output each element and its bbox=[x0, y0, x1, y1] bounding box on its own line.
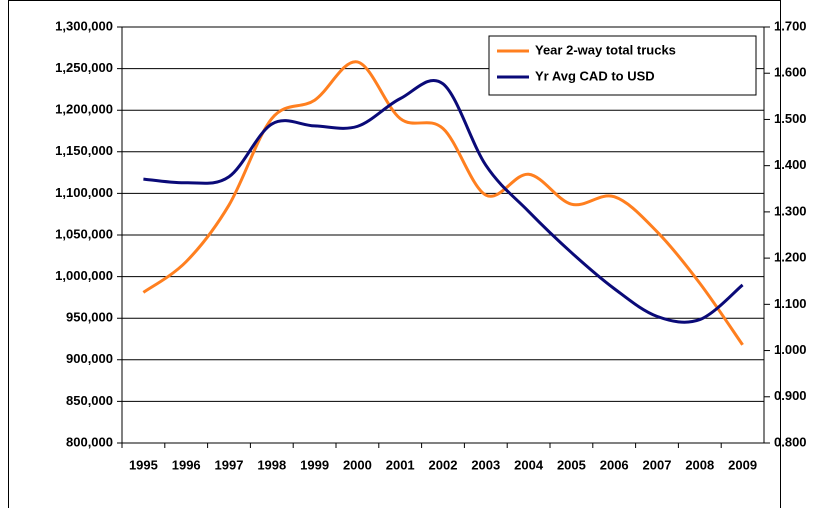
y2-tick-label: 1.000 bbox=[774, 342, 807, 357]
x-tick-label: 2006 bbox=[600, 457, 629, 472]
y-tick-label: 1,250,000 bbox=[55, 60, 113, 75]
y2-tick-label: 1.200 bbox=[774, 250, 807, 265]
y-tick-label: 1,150,000 bbox=[55, 143, 113, 158]
legend-box bbox=[488, 35, 757, 96]
x-tick-label: 1996 bbox=[172, 457, 201, 472]
y2-tick-label: 0.900 bbox=[774, 388, 807, 403]
y-tick-label: 1,300,000 bbox=[55, 18, 113, 33]
y-tick-label: 850,000 bbox=[66, 393, 113, 408]
x-tick-label: 1998 bbox=[257, 457, 286, 472]
x-tick-label: 2005 bbox=[557, 457, 586, 472]
y2-tick-label: 1.500 bbox=[774, 111, 807, 126]
x-tick-label: 2003 bbox=[471, 457, 500, 472]
y2-tick-label: 1.700 bbox=[774, 18, 807, 33]
x-tick-label: 2009 bbox=[728, 457, 757, 472]
y-tick-label: 1,050,000 bbox=[55, 226, 113, 241]
legend-label: Yr Avg CAD to USD bbox=[535, 68, 655, 83]
x-tick-label: 2004 bbox=[514, 457, 544, 472]
y2-tick-label: 1.100 bbox=[774, 296, 807, 311]
y-tick-label: 950,000 bbox=[66, 310, 113, 325]
x-tick-label: 2000 bbox=[343, 457, 372, 472]
x-tick-label: 2001 bbox=[386, 457, 415, 472]
x-tick-label: 2008 bbox=[685, 457, 714, 472]
y-tick-label: 900,000 bbox=[66, 351, 113, 366]
x-tick-label: 1995 bbox=[129, 457, 158, 472]
y2-tick-label: 1.300 bbox=[774, 203, 807, 218]
y-tick-label: 1,000,000 bbox=[55, 268, 113, 283]
x-tick-label: 2007 bbox=[643, 457, 672, 472]
y-tick-label: 800,000 bbox=[66, 434, 113, 449]
x-tick-label: 1999 bbox=[300, 457, 329, 472]
series-line bbox=[142, 60, 744, 346]
legend-label: Year 2-way total trucks bbox=[535, 42, 676, 57]
y2-tick-label: 1.400 bbox=[774, 157, 807, 172]
series-line bbox=[143, 78, 744, 324]
y-tick-label: 1,200,000 bbox=[55, 102, 113, 117]
x-tick-label: 1997 bbox=[215, 457, 244, 472]
y-tick-label: 1,100,000 bbox=[55, 185, 113, 200]
chart-border bbox=[8, 0, 781, 508]
x-tick-label: 2002 bbox=[429, 457, 458, 472]
y2-tick-label: 0.800 bbox=[774, 434, 807, 449]
y2-tick-label: 1.600 bbox=[774, 65, 807, 80]
